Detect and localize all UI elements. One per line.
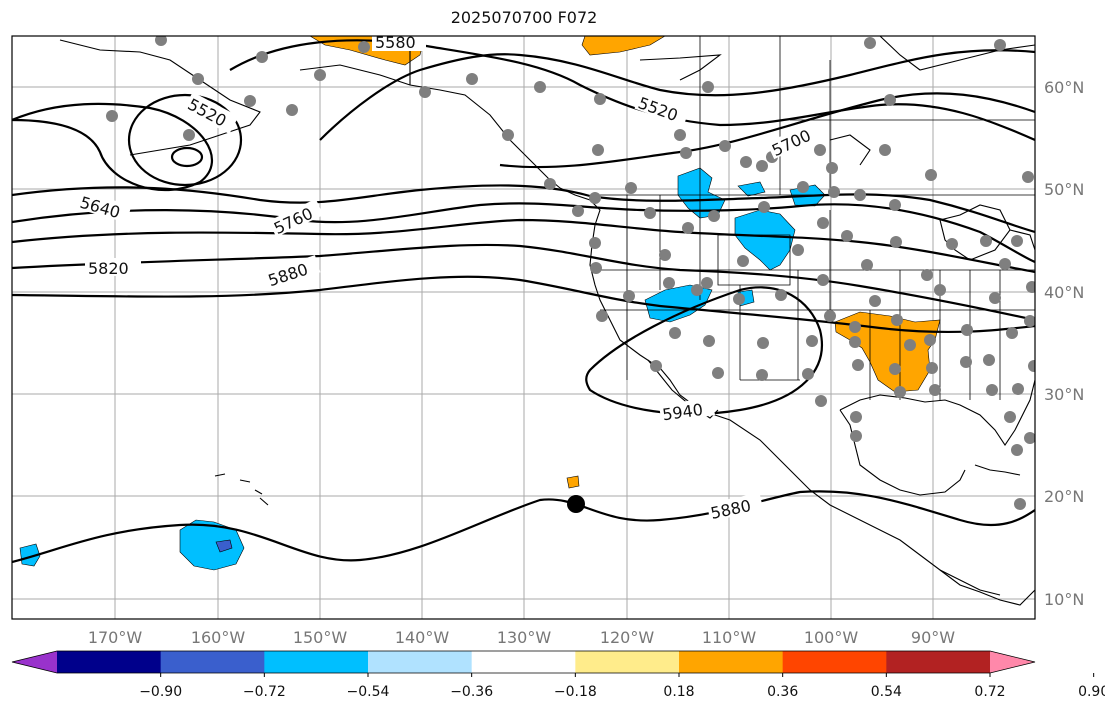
lon-tick-170w: 170°W — [88, 628, 143, 647]
lon-tick-90w: 90°W — [911, 628, 955, 647]
orange-area-top-right — [581, 36, 666, 56]
map-border — [11, 35, 1036, 620]
lat-tick-20n: 20°N — [1044, 487, 1084, 506]
lat-tick-labels: 60°N 50°N 40°N 30°N 20°N 10°N — [1044, 78, 1084, 609]
colorbar-tick-label: −0.90 — [139, 684, 182, 700]
lon-tick-130w: 130°W — [497, 628, 552, 647]
blue-area-hawaii-west — [19, 543, 41, 567]
contour-label-5580: 5580 — [375, 33, 416, 52]
blue-area-hawaii — [179, 519, 245, 571]
contour-label-5820: 5820 — [88, 259, 129, 278]
chart-title: 2025070700 F072 — [450, 8, 598, 27]
colorbar — [11, 650, 1036, 674]
lat-tick-10n: 10°N — [1044, 590, 1084, 609]
colorbar-tick-label: 0.18 — [663, 684, 694, 700]
colorbar-segment — [575, 651, 680, 673]
colorbar-segment — [886, 651, 991, 673]
colorbar-segment — [160, 651, 265, 673]
lon-tick-100w: 100°W — [804, 628, 859, 647]
blue-area-wyoming — [734, 209, 796, 271]
colorbar-segment — [679, 651, 784, 673]
colorbar-segment — [57, 651, 162, 673]
lat-tick-30n: 30°N — [1044, 385, 1084, 404]
lon-tick-labels: 170°W 160°W 150°W 140°W 130°W 120°W 110°… — [88, 628, 955, 647]
contour-labels: 5580 5520 5520 5700 5640 5760 5820 5880 … — [76, 33, 822, 523]
colorbar-tick-label: −0.18 — [554, 684, 597, 700]
colorbar-tick-label: −0.36 — [450, 684, 493, 700]
orange-area-small — [566, 475, 580, 489]
blue-area-montana-2 — [737, 181, 766, 197]
colorbar-segment — [368, 651, 473, 673]
colorbar-extend-high — [990, 651, 1035, 673]
colorbar-tick-label: −0.54 — [347, 684, 390, 700]
lon-tick-150w: 150°W — [293, 628, 348, 647]
station-dots — [106, 36, 1035, 510]
colorbar-tick-label: −0.72 — [243, 684, 286, 700]
lat-tick-60n: 60°N — [1044, 78, 1084, 97]
mid-blue-spot-hawaii — [215, 539, 233, 553]
storm-marker — [567, 495, 585, 513]
colorbar-tick-label: 0.36 — [767, 684, 798, 700]
colorbar-outline — [11, 650, 1036, 674]
lon-tick-140w: 140°W — [395, 628, 450, 647]
state-borders — [600, 36, 1035, 400]
colorbar-tick-label: 0.90 — [1078, 684, 1105, 700]
colorbar-segment — [782, 651, 887, 673]
colorbar-tick-labels: −0.90 −0.72 −0.54 −0.36 −0.18 0.18 0.36 0.54 0.7… — [139, 673, 1105, 700]
lon-tick-120w: 120°W — [600, 628, 655, 647]
colorbar-tick-label: 0.54 — [871, 684, 902, 700]
colorbar-segment — [264, 651, 369, 673]
colorbar-segment — [471, 651, 576, 673]
lon-tick-110w: 110°W — [702, 628, 757, 647]
lat-tick-50n: 50°N — [1044, 180, 1084, 199]
colorbar-extend-low — [12, 651, 57, 673]
lon-tick-160w: 160°W — [191, 628, 246, 647]
lat-tick-40n: 40°N — [1044, 283, 1084, 302]
colorbar-tick-label: 0.72 — [974, 684, 1005, 700]
